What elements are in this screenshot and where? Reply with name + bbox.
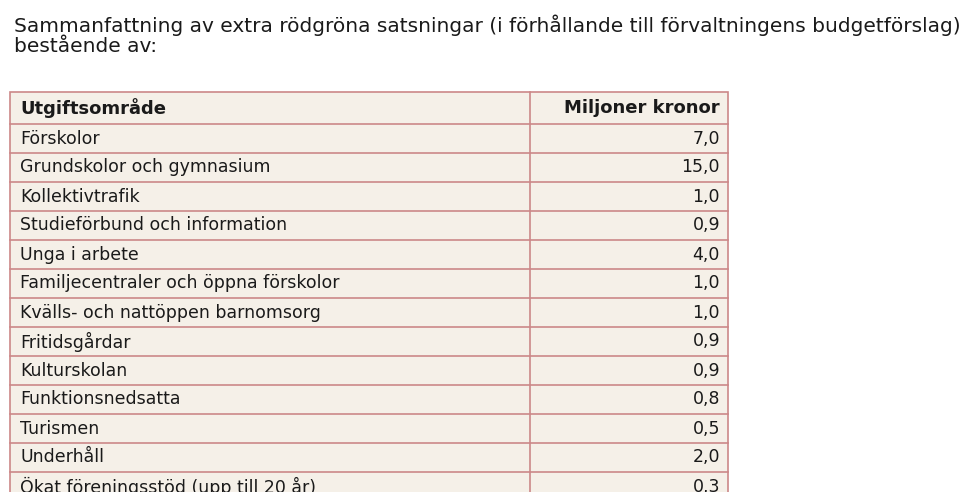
Text: Kulturskolan: Kulturskolan <box>20 362 128 379</box>
Bar <box>10 92 728 492</box>
Text: Familjecentraler och öppna förskolor: Familjecentraler och öppna förskolor <box>20 275 339 293</box>
Text: Miljoner kronor: Miljoner kronor <box>565 99 720 117</box>
Text: 7,0: 7,0 <box>692 129 720 148</box>
Text: 0,9: 0,9 <box>692 333 720 350</box>
Text: 15,0: 15,0 <box>682 158 720 177</box>
Text: Fritidsgårdar: Fritidsgårdar <box>20 332 130 352</box>
Text: 1,0: 1,0 <box>692 275 720 293</box>
Text: 1,0: 1,0 <box>692 187 720 206</box>
Text: Funktionsnedsatta: Funktionsnedsatta <box>20 391 180 408</box>
Bar <box>10 92 728 492</box>
Text: Kvälls- och nattöppen barnomsorg: Kvälls- och nattöppen barnomsorg <box>20 304 321 321</box>
Text: Förskolor: Förskolor <box>20 129 100 148</box>
Text: Underhåll: Underhåll <box>20 449 104 466</box>
Text: 0,8: 0,8 <box>692 391 720 408</box>
Text: bestående av:: bestående av: <box>14 37 157 56</box>
Text: Studieförbund och information: Studieförbund och information <box>20 216 287 235</box>
Text: 4,0: 4,0 <box>692 246 720 264</box>
Text: Grundskolor och gymnasium: Grundskolor och gymnasium <box>20 158 270 177</box>
Text: 0,9: 0,9 <box>692 362 720 379</box>
Text: 0,3: 0,3 <box>692 478 720 492</box>
Text: 0,5: 0,5 <box>692 420 720 437</box>
Text: Turismen: Turismen <box>20 420 99 437</box>
Text: Ökat föreningsstöd (upp till 20 år): Ökat föreningsstöd (upp till 20 år) <box>20 476 316 492</box>
Text: Sammanfattning av extra rödgröna satsningar (i förhållande till förvaltningens b: Sammanfattning av extra rödgröna satsnin… <box>14 14 959 35</box>
Text: 2,0: 2,0 <box>692 449 720 466</box>
Text: 1,0: 1,0 <box>692 304 720 321</box>
Text: Kollektivtrafik: Kollektivtrafik <box>20 187 140 206</box>
Text: Unga i arbete: Unga i arbete <box>20 246 139 264</box>
Text: 0,9: 0,9 <box>692 216 720 235</box>
Text: Utgiftsområde: Utgiftsområde <box>20 98 166 118</box>
